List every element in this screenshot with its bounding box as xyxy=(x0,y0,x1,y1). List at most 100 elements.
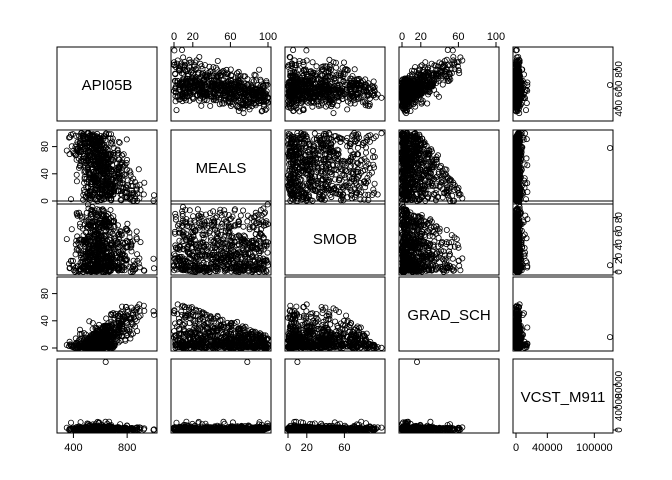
panel-API05B-vs-VCST_M911 xyxy=(512,46,614,122)
data-point xyxy=(77,163,84,170)
data-point xyxy=(431,62,438,69)
data-point xyxy=(349,170,356,177)
data-point xyxy=(321,78,328,85)
data-point xyxy=(316,93,323,100)
data-point xyxy=(353,136,360,143)
data-point xyxy=(515,63,522,70)
data-point xyxy=(370,186,377,193)
data-point xyxy=(448,184,455,191)
data-point xyxy=(288,97,295,104)
data-point xyxy=(241,73,248,80)
data-point xyxy=(434,152,441,159)
data-point xyxy=(291,91,298,98)
data-point xyxy=(101,161,108,168)
data-point xyxy=(407,94,414,101)
data-point xyxy=(312,156,319,163)
data-point xyxy=(322,176,329,183)
data-point xyxy=(378,94,385,101)
data-point xyxy=(347,89,354,96)
data-point xyxy=(426,173,433,180)
data-point xyxy=(107,196,114,203)
data-point xyxy=(250,78,257,85)
data-point xyxy=(455,67,462,74)
data-point xyxy=(299,167,306,174)
data-point xyxy=(429,158,436,165)
data-point xyxy=(226,82,233,89)
data-point xyxy=(330,110,337,117)
data-point xyxy=(103,144,110,151)
data-point xyxy=(179,91,186,98)
data-point xyxy=(423,155,430,162)
data-point xyxy=(172,78,179,85)
data-point xyxy=(400,144,407,151)
data-point xyxy=(338,135,345,142)
data-point xyxy=(287,173,294,180)
data-point xyxy=(328,166,335,173)
variable-label: API05B xyxy=(82,77,133,94)
data-point xyxy=(110,149,117,156)
data-point xyxy=(112,177,119,184)
data-point xyxy=(428,180,435,187)
data-point xyxy=(63,147,70,154)
data-point xyxy=(315,101,322,108)
data-point xyxy=(286,182,293,189)
data-point xyxy=(607,82,613,88)
data-point xyxy=(303,81,310,88)
data-point xyxy=(83,175,90,182)
data-point xyxy=(410,133,417,140)
data-point xyxy=(198,63,205,70)
data-point xyxy=(362,191,369,198)
data-point xyxy=(362,84,369,91)
data-point xyxy=(300,190,307,197)
data-point xyxy=(430,71,437,78)
data-point xyxy=(340,59,347,66)
data-point xyxy=(459,57,466,64)
data-point xyxy=(109,138,116,145)
data-point xyxy=(369,191,376,198)
data-point xyxy=(403,160,410,167)
data-point xyxy=(426,80,433,87)
data-point xyxy=(338,92,345,99)
data-point xyxy=(416,178,423,185)
data-point xyxy=(441,190,448,197)
data-point xyxy=(259,107,266,114)
data-point xyxy=(227,103,234,110)
data-point xyxy=(357,169,364,176)
data-point xyxy=(351,84,358,91)
points xyxy=(285,47,385,117)
panel-frame xyxy=(398,129,500,205)
data-point xyxy=(436,59,443,66)
data-point xyxy=(360,140,367,147)
data-point xyxy=(414,190,421,197)
data-point xyxy=(260,83,267,90)
data-point xyxy=(211,80,218,87)
data-point xyxy=(140,191,147,198)
data-point xyxy=(416,92,423,99)
data-point xyxy=(411,130,418,137)
data-point xyxy=(340,77,347,84)
data-point xyxy=(422,59,429,66)
data-point xyxy=(413,73,420,80)
data-point xyxy=(202,89,209,96)
data-point xyxy=(417,96,424,103)
data-point xyxy=(174,79,181,86)
data-point xyxy=(352,191,359,198)
data-point xyxy=(514,97,521,104)
data-point xyxy=(420,182,427,189)
data-point xyxy=(325,156,332,163)
data-point xyxy=(360,88,367,95)
data-point xyxy=(217,96,224,103)
data-point xyxy=(401,191,408,198)
data-point xyxy=(344,194,351,201)
data-point xyxy=(338,158,345,165)
data-point xyxy=(223,87,230,94)
data-point xyxy=(203,77,210,84)
data-point xyxy=(402,97,409,104)
data-point xyxy=(327,80,334,87)
data-point xyxy=(411,87,418,94)
data-point xyxy=(107,140,114,147)
data-point xyxy=(358,188,365,195)
data-point xyxy=(438,176,445,183)
data-point xyxy=(325,176,332,183)
data-point xyxy=(513,87,520,94)
